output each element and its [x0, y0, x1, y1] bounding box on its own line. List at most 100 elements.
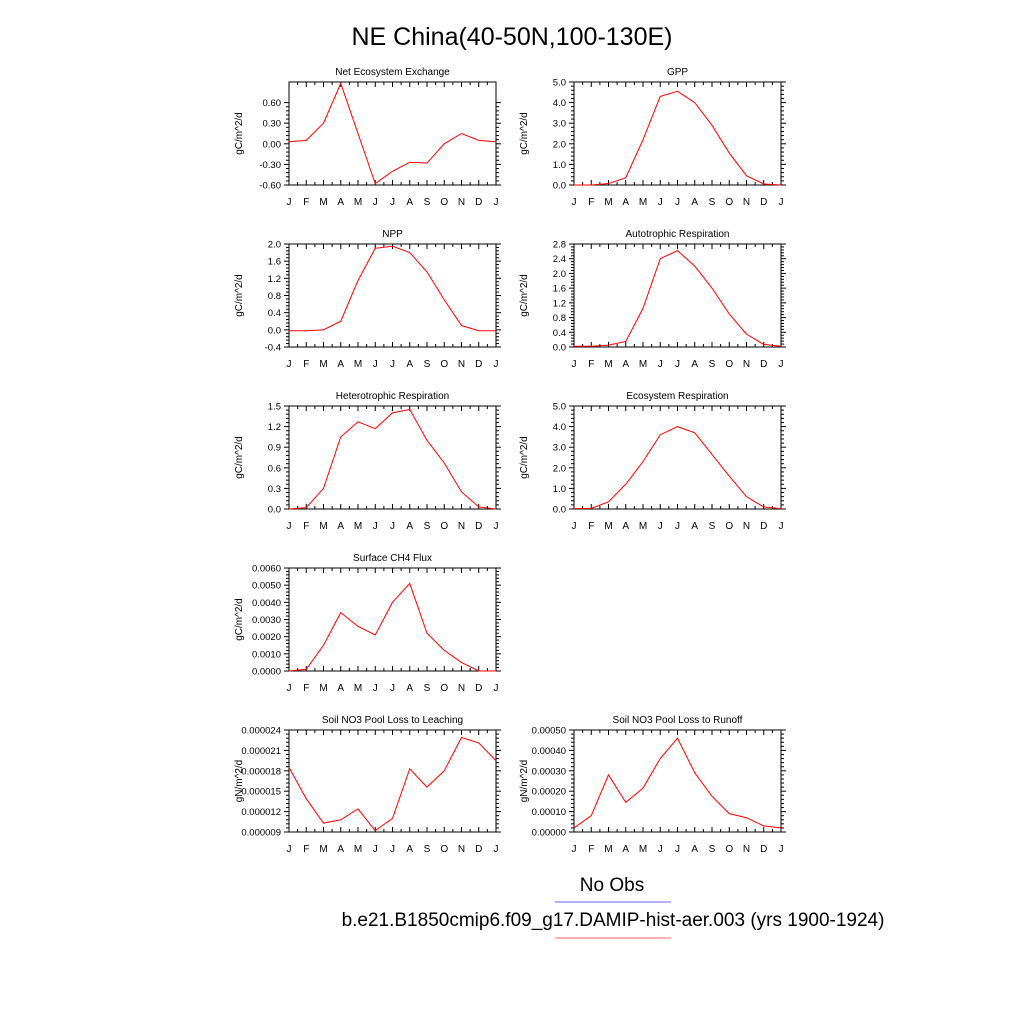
plot-frame [573, 81, 782, 186]
series-line-1 [288, 582, 496, 672]
x-tick-label: A [337, 197, 344, 208]
y-tick-label: 0.3 [268, 484, 281, 495]
x-tick-label: O [725, 844, 733, 855]
x-tick-label: D [475, 844, 482, 855]
panel-title: GPP [667, 67, 688, 78]
x-tick-label: A [406, 844, 413, 855]
panel-title: Autotrophic Respiration [626, 229, 730, 240]
y-tick-label: 0.000021 [241, 746, 281, 757]
x-tick-label: N [458, 844, 465, 855]
y-tick-label: 1.2 [553, 298, 566, 309]
y-tick-label: 2.4 [553, 254, 566, 265]
x-tick-label: N [743, 844, 750, 855]
y-tick-label: 0.0040 [252, 598, 281, 609]
plot-frame [288, 729, 497, 833]
series-line-1 [574, 90, 782, 186]
y-tick-label: 0.0000 [252, 667, 281, 678]
y-tick-label: -0.60 [259, 181, 281, 192]
x-tick-label: A [691, 197, 698, 208]
x-tick-label: O [725, 521, 733, 532]
x-tick-label: M [354, 683, 362, 694]
y-tick-label: 1.6 [553, 284, 566, 295]
x-tick-label: A [406, 521, 413, 532]
x-tick-label: S [709, 521, 716, 532]
y-tick-label: 0.0 [553, 505, 566, 516]
x-tick-label: A [337, 683, 344, 694]
y-tick-label: 0.0 [268, 505, 281, 516]
y-tick-label: 0.8 [553, 313, 566, 324]
y-tick-label: 0.4 [553, 328, 566, 339]
y-tick-label: 0.00040 [532, 746, 566, 757]
x-tick-label: J [494, 359, 499, 370]
x-tick-label: F [303, 359, 309, 370]
x-tick-label: A [337, 844, 344, 855]
x-tick-label: A [406, 359, 413, 370]
y-axis-label: gC/m^2/d [234, 274, 245, 317]
y-axis-label: gC/m^2/d [234, 112, 245, 155]
x-tick-label: M [639, 359, 647, 370]
y-tick-label: 2.0 [268, 240, 281, 251]
x-tick-label: J [658, 521, 663, 532]
x-tick-label: S [709, 359, 716, 370]
y-tick-label: 1.6 [268, 257, 281, 268]
y-tick-label: 4.0 [553, 98, 566, 109]
x-tick-label: M [354, 521, 362, 532]
x-tick-label: S [424, 521, 431, 532]
x-tick-label: M [319, 197, 327, 208]
x-tick-label: J [287, 683, 292, 694]
x-tick-label: M [604, 521, 612, 532]
x-tick-label: N [743, 197, 750, 208]
panel-title: Soil NO3 Pool Loss to Runoff [613, 715, 743, 726]
y-tick-label: 0.00000 [532, 828, 566, 839]
x-tick-label: M [604, 359, 612, 370]
series-line-1 [289, 245, 496, 332]
x-tick-label: F [303, 521, 309, 532]
panel-title: Soil NO3 Pool Loss to Leaching [322, 715, 463, 726]
y-tick-label: 0.000012 [241, 807, 281, 818]
plot-frame [288, 81, 497, 186]
x-tick-label: J [390, 844, 395, 855]
y-tick-label: 0.0030 [252, 615, 281, 626]
x-tick-label: M [639, 197, 647, 208]
x-tick-label: N [458, 521, 465, 532]
x-tick-label: D [475, 197, 482, 208]
y-tick-label: 2.0 [553, 269, 566, 280]
y-tick-label: 2.0 [553, 139, 566, 150]
y-axis-label: gN/m^2/d [234, 760, 245, 803]
y-axis-label: gC/m^2/d [234, 436, 245, 479]
x-tick-label: M [354, 359, 362, 370]
x-tick-label: M [354, 844, 362, 855]
y-tick-label: 0.0 [553, 343, 566, 354]
y-tick-label: 0.000018 [241, 766, 281, 777]
x-tick-label: S [424, 683, 431, 694]
x-tick-label: F [588, 521, 594, 532]
x-tick-label: J [675, 197, 680, 208]
x-tick-label: A [622, 844, 629, 855]
x-tick-label: O [440, 683, 448, 694]
x-tick-label: A [622, 197, 629, 208]
x-tick-label: J [675, 359, 680, 370]
y-tick-label: 0.8 [268, 291, 281, 302]
y-tick-label: 0.0 [553, 181, 566, 192]
plot-frame [573, 729, 782, 833]
x-tick-label: J [494, 521, 499, 532]
x-tick-label: N [743, 359, 750, 370]
y-tick-label: 0.0010 [252, 649, 281, 660]
x-tick-label: S [709, 844, 716, 855]
y-axis-label: gN/m^2/d [519, 760, 530, 803]
x-tick-label: F [303, 683, 309, 694]
y-tick-label: 5.0 [553, 402, 566, 413]
x-tick-label: J [494, 844, 499, 855]
x-tick-label: S [424, 197, 431, 208]
x-tick-label: J [373, 197, 378, 208]
x-tick-label: J [373, 359, 378, 370]
legend-label-obs: No Obs [580, 875, 644, 896]
x-tick-label: O [725, 197, 733, 208]
x-tick-label: A [337, 359, 344, 370]
